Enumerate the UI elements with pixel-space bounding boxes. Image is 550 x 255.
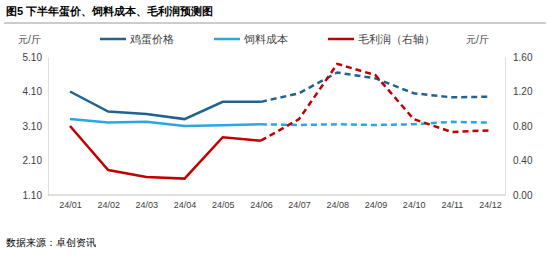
y-tick: 1.10	[23, 190, 48, 201]
y-tick-label: 5.10	[23, 52, 43, 63]
series-line	[70, 126, 261, 179]
y2-axis-title: 元/斤	[466, 34, 489, 45]
x-axis-line	[48, 195, 505, 196]
legend-item: 鸡蛋价格	[100, 33, 174, 45]
legend-item: 毛利润（右轴）	[328, 33, 435, 45]
series-line	[261, 64, 490, 141]
y2-tick: 0.40	[505, 155, 533, 166]
x-tick: 24/04	[174, 195, 197, 210]
x-tick-label: 24/01	[59, 200, 82, 210]
y-axis: 1.10 2.10 3.10 4.10 5.10	[23, 52, 49, 201]
plot-lines	[70, 64, 490, 179]
x-tick-label: 24/10	[403, 200, 426, 210]
y-tick-label: 1.10	[23, 190, 43, 201]
y-tick-label: 3.10	[23, 121, 43, 132]
legend-label: 饲料成本	[243, 33, 288, 45]
legend-item: 饲料成本	[214, 33, 288, 45]
y-axis-title: 元/斤	[18, 34, 41, 45]
y2-axis: 0.00 0.40 0.80 1.20 1.60	[505, 52, 533, 201]
x-tick: 24/07	[288, 195, 311, 210]
y2-tick: 0.80	[505, 121, 533, 132]
legend-swatch	[328, 38, 354, 41]
y2-tick: 0.00	[505, 190, 533, 201]
series-line	[261, 122, 490, 125]
x-tick: 24/06	[250, 195, 273, 210]
series-line	[70, 119, 261, 126]
x-tick: 24/08	[327, 195, 350, 210]
y2-tick-label: 0.40	[513, 155, 533, 166]
legend: 鸡蛋价格 饲料成本 毛利润（右轴）	[100, 33, 435, 45]
y-axis-line	[48, 58, 49, 196]
x-tick-label: 24/11	[441, 200, 463, 210]
title: 图5 下半年蛋价、饲料成本、毛利润预测图	[6, 5, 213, 18]
legend-label: 鸡蛋价格	[129, 33, 174, 45]
y-tick-label: 2.10	[23, 155, 43, 166]
y-tick: 4.10	[23, 86, 48, 97]
x-tick-label: 24/05	[212, 200, 235, 210]
x-tick: 24/10	[403, 195, 426, 210]
y2-tick-label: 0.00	[513, 190, 533, 201]
x-tick-label: 24/03	[136, 200, 159, 210]
x-axis: 24/01 24/02 24/03 24/04 24/05 24/06 24/07 24/08…	[48, 195, 505, 210]
x-tick-label: 24/04	[174, 200, 197, 210]
x-tick-label: 24/02	[97, 200, 120, 210]
source: 数据来源：卓创资讯	[6, 237, 96, 248]
y2-tick: 1.20	[505, 86, 533, 97]
y2-axis-line	[505, 58, 506, 196]
y-tick-label: 4.10	[23, 86, 43, 97]
y2-tick-label: 1.60	[513, 52, 533, 63]
x-tick: 24/09	[365, 195, 388, 210]
series-line	[70, 92, 261, 120]
y-tick: 3.10	[23, 121, 48, 132]
chart: 图5 下半年蛋价、饲料成本、毛利润预测图 1.10 2.10 3.10 4.10 5.10…	[0, 0, 550, 255]
x-tick-label: 24/07	[288, 200, 311, 210]
x-tick-label: 24/06	[250, 200, 273, 210]
x-tick: 24/01	[59, 195, 82, 210]
x-tick-label: 24/08	[327, 200, 350, 210]
y2-tick: 1.60	[505, 52, 533, 63]
x-tick: 24/02	[97, 195, 120, 210]
x-tick-label: 24/09	[365, 200, 388, 210]
x-tick: 24/03	[136, 195, 159, 210]
title-rule	[4, 23, 546, 24]
x-tick: 24/12	[479, 195, 502, 210]
y2-tick-label: 0.80	[513, 121, 533, 132]
y2-tick-label: 1.20	[513, 86, 533, 97]
legend-label: 毛利润（右轴）	[358, 33, 435, 45]
legend-swatch	[214, 38, 240, 41]
x-tick: 24/11	[441, 195, 463, 210]
y-tick: 2.10	[23, 155, 48, 166]
x-tick: 24/05	[212, 195, 235, 210]
legend-swatch	[100, 38, 126, 41]
y-tick: 5.10	[23, 52, 48, 63]
x-tick-label: 24/12	[479, 200, 502, 210]
